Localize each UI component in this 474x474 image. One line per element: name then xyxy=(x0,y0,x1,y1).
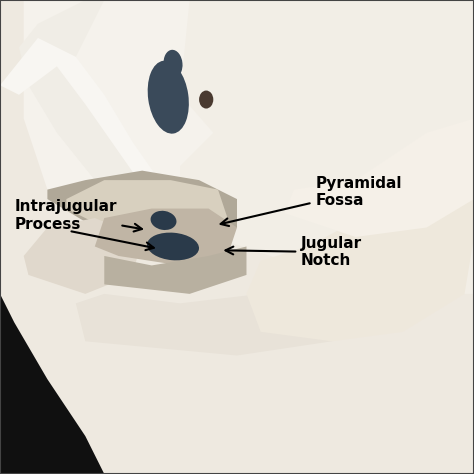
Polygon shape xyxy=(95,209,237,265)
Text: Intrajugular
Process: Intrajugular Process xyxy=(14,200,142,232)
Ellipse shape xyxy=(164,50,182,78)
Polygon shape xyxy=(180,0,474,294)
Ellipse shape xyxy=(148,61,189,134)
Polygon shape xyxy=(0,38,218,237)
Ellipse shape xyxy=(199,91,213,109)
Polygon shape xyxy=(104,246,246,294)
Ellipse shape xyxy=(151,211,176,230)
Polygon shape xyxy=(76,275,389,356)
Polygon shape xyxy=(246,166,474,341)
Polygon shape xyxy=(284,118,474,237)
Polygon shape xyxy=(47,171,237,246)
Polygon shape xyxy=(24,218,142,294)
Polygon shape xyxy=(19,0,180,246)
Polygon shape xyxy=(0,294,104,474)
Ellipse shape xyxy=(147,233,199,260)
Text: Pyramidal
Fossa: Pyramidal Fossa xyxy=(220,176,401,226)
Text: Jugular
Notch: Jugular Notch xyxy=(226,236,362,268)
Polygon shape xyxy=(66,180,228,237)
Polygon shape xyxy=(24,0,474,261)
